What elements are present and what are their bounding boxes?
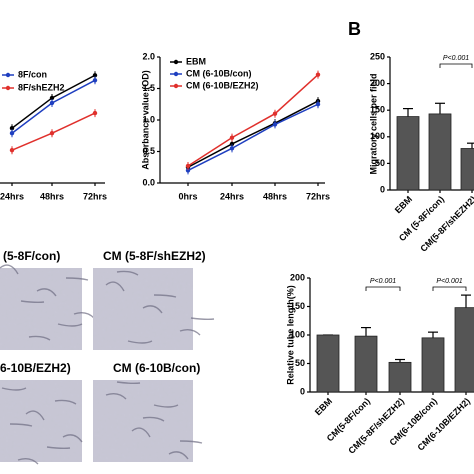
point	[185, 163, 191, 169]
y-tick-label: 100	[370, 131, 385, 141]
legend-label: 8F/shEZH2	[18, 82, 65, 92]
point	[229, 135, 235, 140]
micrograph-texture	[0, 268, 82, 350]
legend-marker	[5, 72, 11, 78]
point	[49, 131, 55, 136]
significance-bracket	[439, 63, 473, 68]
legend-marker	[173, 71, 179, 77]
x-tick-label: 72hrs	[306, 191, 330, 201]
point	[92, 78, 98, 83]
point	[229, 141, 235, 147]
point	[272, 111, 278, 116]
cell-network	[0, 264, 95, 341]
x-tick-label: CM(5-8F/shEZH2)	[418, 194, 474, 254]
series-line	[187, 74, 319, 167]
y-tick-label: 0.5	[142, 146, 155, 156]
x-tick-label: 48hrs	[40, 191, 64, 201]
point	[92, 73, 98, 78]
micrograph-texture	[0, 380, 82, 462]
x-tick-label: 48hrs	[263, 191, 287, 201]
y-tick-label: 0	[300, 386, 305, 396]
x-tick-label: EBM	[393, 194, 414, 215]
point	[315, 72, 321, 77]
legend-label: CM (6-10B/con)	[186, 68, 252, 78]
y-tick-label: 1.5	[142, 83, 155, 93]
micrograph-texture	[93, 268, 193, 350]
bar	[421, 337, 445, 393]
bar	[388, 361, 412, 393]
p-value: P<0.001	[370, 278, 396, 285]
point	[92, 110, 98, 116]
y-tick-label: 250	[370, 51, 385, 61]
y-tick-label: 2.0	[142, 51, 155, 61]
significance-bracket	[365, 286, 401, 291]
y-tick-label: 150	[290, 301, 305, 311]
image-label: CM (6-10B/con)	[113, 361, 200, 375]
y-axis-label: Absorbance value (OD)	[140, 70, 150, 170]
significance-bracket	[432, 286, 467, 291]
point	[9, 131, 15, 136]
image-label: CM (5-8F/shEZH2)	[103, 249, 206, 263]
bar	[396, 116, 420, 191]
x-tick-label: 24hrs	[0, 191, 24, 201]
x-tick-label: 72hrs	[83, 191, 107, 201]
y-tick-label: 200	[290, 272, 305, 282]
y-tick-label: 50	[295, 358, 305, 368]
point	[9, 125, 15, 131]
p-value: P<0.001	[436, 278, 462, 285]
bar	[354, 335, 378, 393]
point	[9, 148, 15, 153]
y-tick-label: 50	[375, 158, 385, 168]
y-axis-label: Relative tube length(%)	[285, 285, 295, 385]
cell-network	[1, 387, 83, 465]
y-tick-label: 0.0	[142, 177, 155, 187]
cell-network	[105, 270, 215, 344]
legend-marker	[173, 59, 179, 65]
x-tick-label: 0hrs	[178, 191, 197, 201]
series-line	[187, 103, 319, 172]
x-tick-label: 24hrs	[220, 191, 244, 201]
y-tick-label: 100	[290, 329, 305, 339]
bar	[460, 148, 474, 191]
point	[185, 168, 191, 173]
legend-label: CM (6-10B/EZH2)	[186, 80, 259, 90]
cell-network	[105, 381, 203, 460]
y-tick-label: 1.0	[142, 114, 155, 124]
y-tick-label: 150	[370, 105, 385, 115]
y-tick-label: 0	[380, 184, 385, 194]
bar	[454, 307, 474, 393]
p-value: P<0.001	[443, 55, 469, 62]
legend-marker	[173, 83, 179, 89]
point	[49, 100, 55, 106]
point	[272, 122, 278, 127]
point	[49, 95, 55, 101]
y-axis-label: Migratory cells per field	[368, 73, 378, 174]
legend-label: EBM	[186, 56, 206, 66]
micrograph-texture	[93, 380, 193, 462]
x-tick-label: EBM	[313, 396, 334, 417]
image-label: 6-10B/EZH2)	[0, 361, 71, 375]
legend-label: 8F/con	[18, 69, 47, 79]
image-label: (5-8F/con)	[3, 249, 60, 263]
legend-marker	[5, 85, 11, 91]
y-tick-label: 200	[370, 78, 385, 88]
bar	[428, 113, 452, 191]
point	[229, 146, 235, 151]
point	[315, 102, 321, 107]
series-line	[187, 100, 319, 168]
bar	[316, 334, 340, 393]
panel-label: B	[348, 19, 361, 39]
